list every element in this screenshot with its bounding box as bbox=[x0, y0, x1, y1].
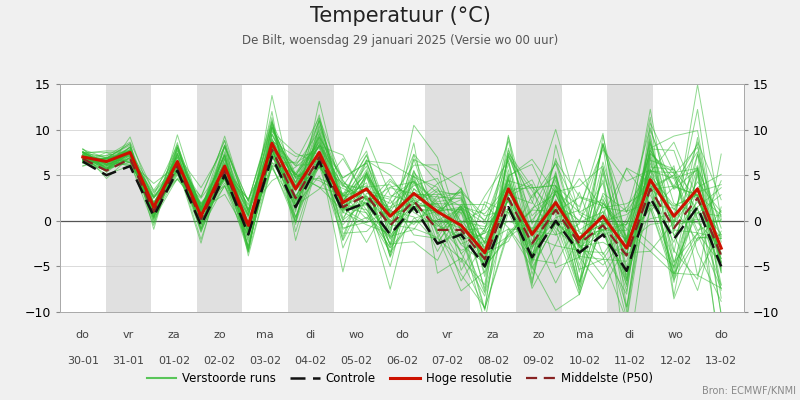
Text: 31-01: 31-01 bbox=[112, 356, 145, 366]
Bar bbox=[425, 84, 470, 312]
Text: 01-02: 01-02 bbox=[158, 356, 190, 366]
Text: 06-02: 06-02 bbox=[386, 356, 418, 366]
Text: 05-02: 05-02 bbox=[340, 356, 373, 366]
Text: di: di bbox=[625, 330, 635, 340]
Text: ma: ma bbox=[256, 330, 274, 340]
Text: 04-02: 04-02 bbox=[294, 356, 327, 366]
Text: De Bilt, woensdag 29 januari 2025 (Versie wo 00 uur): De Bilt, woensdag 29 januari 2025 (Versi… bbox=[242, 34, 558, 47]
Text: 13-02: 13-02 bbox=[705, 356, 738, 366]
Text: wo: wo bbox=[349, 330, 364, 340]
Text: wo: wo bbox=[668, 330, 683, 340]
Text: za: za bbox=[487, 330, 499, 340]
Text: 12-02: 12-02 bbox=[659, 356, 692, 366]
Text: di: di bbox=[306, 330, 316, 340]
Bar bbox=[516, 84, 562, 312]
Text: Temperatuur (°C): Temperatuur (°C) bbox=[310, 6, 490, 26]
Text: ma: ma bbox=[575, 330, 594, 340]
Text: 03-02: 03-02 bbox=[249, 356, 282, 366]
Bar bbox=[288, 84, 334, 312]
Text: Bron: ECMWF/KNMI: Bron: ECMWF/KNMI bbox=[702, 386, 796, 396]
Text: do: do bbox=[76, 330, 90, 340]
Text: zo: zo bbox=[533, 330, 545, 340]
Text: 08-02: 08-02 bbox=[477, 356, 510, 366]
Text: 07-02: 07-02 bbox=[431, 356, 464, 366]
Text: 09-02: 09-02 bbox=[522, 356, 555, 366]
Text: do: do bbox=[714, 330, 728, 340]
Text: 02-02: 02-02 bbox=[203, 356, 236, 366]
Bar bbox=[106, 84, 151, 312]
Legend: Verstoorde runs, Controle, Hoge resolutie, Middelste (P50): Verstoorde runs, Controle, Hoge resoluti… bbox=[142, 368, 658, 390]
Bar bbox=[197, 84, 242, 312]
Text: 10-02: 10-02 bbox=[568, 356, 601, 366]
Text: zo: zo bbox=[214, 330, 226, 340]
Bar bbox=[607, 84, 653, 312]
Text: 11-02: 11-02 bbox=[614, 356, 646, 366]
Text: vr: vr bbox=[122, 330, 134, 340]
Text: vr: vr bbox=[442, 330, 454, 340]
Text: za: za bbox=[168, 330, 180, 340]
Text: do: do bbox=[395, 330, 409, 340]
Text: 30-01: 30-01 bbox=[67, 356, 99, 366]
